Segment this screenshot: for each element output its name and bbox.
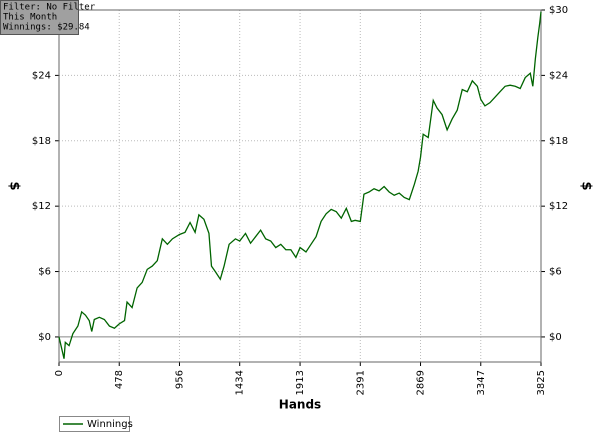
y2-axis-label: $ <box>579 181 594 190</box>
y-tick-label: $12 <box>32 201 51 212</box>
line-series <box>58 11 542 359</box>
legend-label: Winnings <box>87 419 133 430</box>
x-tick-label: 1913 <box>295 370 306 395</box>
x-tick-label: 3825 <box>536 370 547 395</box>
y-tick-label: $18 <box>32 136 51 147</box>
x-tick-label: 956 <box>174 370 185 389</box>
info-box-bg <box>0 0 79 35</box>
x-tick-label: 2391 <box>355 370 366 395</box>
y-axis-label: $ <box>7 181 22 190</box>
info-box: Filter: No Filter This Month Winnings: $… <box>0 0 96 35</box>
legend: Winnings <box>59 416 133 432</box>
plot-frame <box>58 9 542 363</box>
x-axis-label: Hands <box>279 398 321 412</box>
y-tick-label: $6 <box>38 267 51 278</box>
x-tick-label: 478 <box>114 370 125 389</box>
info-period: This Month <box>3 13 57 23</box>
y2-tick-label: $24 <box>549 70 568 81</box>
x-tick-label: 1434 <box>235 370 246 395</box>
info-winnings: Winnings: $29.84 <box>3 23 90 33</box>
x-tick-label: 3347 <box>476 370 487 395</box>
y2-tick-label: $0 <box>549 332 562 343</box>
x-tick-label: 2869 <box>416 370 427 395</box>
x-tick-label: 0 <box>54 370 65 376</box>
y-tick-label: $0 <box>38 332 51 343</box>
y2-tick-label: $6 <box>549 267 562 278</box>
legend-box <box>59 416 130 432</box>
y-tick-label: $24 <box>32 70 51 81</box>
y2-tick-label: $12 <box>549 201 568 212</box>
y2-tick-label: $30 <box>549 5 568 16</box>
y2-tick-label: $18 <box>549 136 568 147</box>
info-filter: Filter: No Filter <box>3 3 96 13</box>
